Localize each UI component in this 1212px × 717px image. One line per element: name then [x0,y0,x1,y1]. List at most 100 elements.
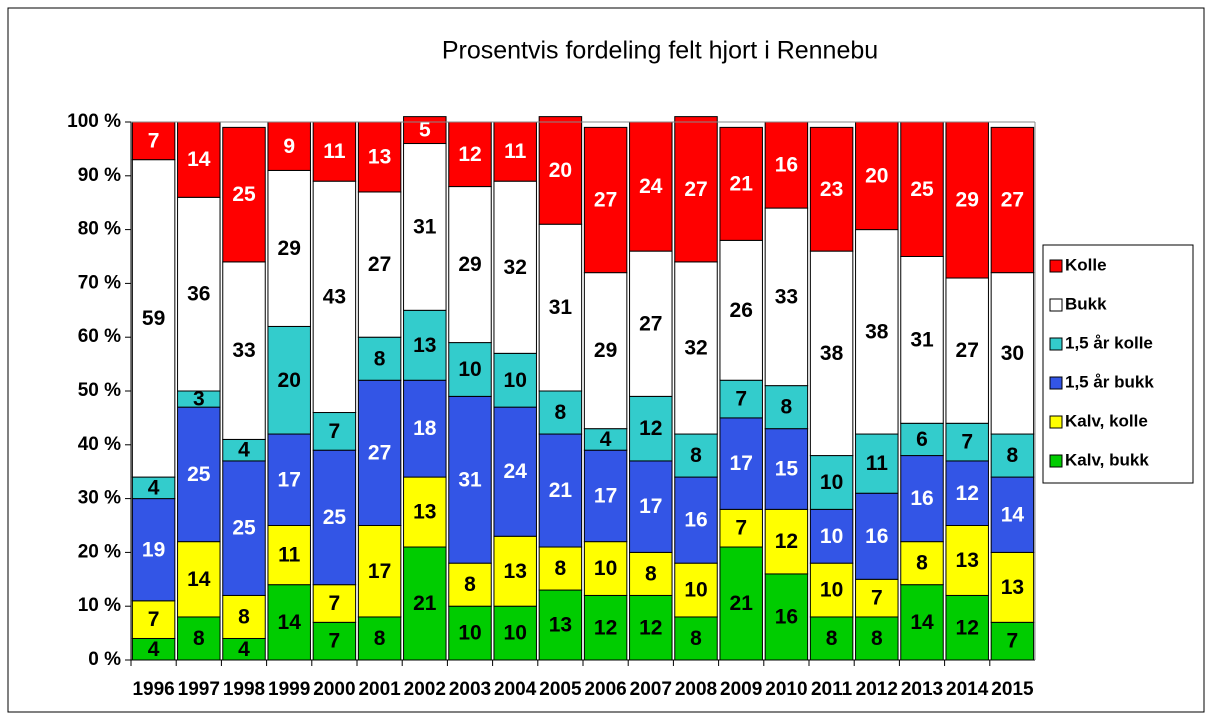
bar-segment [809,126,854,252]
data-label: 10 [684,579,707,602]
data-label: 4 [238,638,250,661]
bar-segment [493,352,537,408]
data-label: 4 [148,476,160,499]
data-label: 17 [639,495,662,518]
data-label: 14 [187,148,211,171]
data-label: 10 [594,557,617,580]
legend-label: Kalv, bukk [1065,450,1149,469]
data-label: 23 [820,178,843,201]
bar-segment [945,460,989,526]
y-tick-label: 100 % [67,111,121,132]
data-label: 20 [549,159,572,182]
data-label: 7 [329,592,341,615]
data-label: 6 [916,428,928,451]
bar-segment [177,196,221,392]
data-label: 59 [142,307,165,330]
bar-segment [222,460,266,596]
bar-segment [583,449,628,543]
bar-segment [267,525,311,586]
x-tick-label: 2006 [584,679,626,700]
x-tick-label: 2004 [494,679,537,700]
data-label: 13 [413,501,436,524]
data-label: 8 [193,627,205,650]
data-label: 10 [458,358,481,381]
bar-segment [674,261,718,435]
y-tick-label: 80 % [78,219,121,240]
bar-segment [900,422,944,457]
data-label: 7 [871,587,883,610]
data-label: 8 [916,552,928,575]
data-label: 7 [329,420,341,443]
x-tick-label: 2002 [404,679,446,700]
bar-segment [809,455,854,510]
legend-label: 1,5 år bukk [1065,372,1154,391]
bar-segment [357,336,402,381]
bar-segment [764,428,809,510]
data-label: 31 [910,328,934,351]
data-label: 29 [278,237,301,260]
data-label: 7 [148,129,160,152]
bar-segment [583,541,628,596]
data-label: 21 [413,592,437,615]
data-label: 27 [956,339,979,362]
bar-segment [900,256,944,424]
x-tick-label: 2003 [449,679,491,700]
bar-segment [403,476,447,548]
bar-segment [629,460,673,553]
bar-segment [583,272,628,430]
bar-segment [493,121,537,182]
legend-swatch [1049,454,1063,468]
bar-segment [629,121,673,252]
data-label: 10 [458,622,481,645]
data-label: 17 [594,484,617,507]
x-tick-label: 1998 [223,679,265,700]
y-tick-label: 10 % [78,595,121,616]
bar-segment [403,379,447,478]
bar-segment [448,186,492,344]
data-label: 7 [961,431,973,454]
bar-segment [945,422,989,462]
data-label: 4 [148,638,160,661]
data-label: 16 [775,154,798,177]
data-label: 11 [323,140,346,163]
data-label: 27 [368,441,391,464]
x-tick-label: 2011 [811,679,853,700]
data-label: 8 [1007,444,1019,467]
data-label: 8 [464,573,476,596]
data-label: 12 [639,417,662,440]
data-label: 29 [458,253,481,276]
data-label: 30 [1001,342,1024,365]
data-label: 11 [278,544,301,567]
data-label: 16 [775,606,798,629]
data-label: 14 [187,568,211,591]
data-label: 31 [413,215,437,238]
data-label: 24 [504,460,528,483]
legend-swatch [1049,415,1063,429]
bar-segment [764,573,809,661]
data-label: 13 [504,560,527,583]
legend-box [1042,244,1194,484]
data-label: 32 [684,337,707,360]
data-label: 38 [865,320,889,343]
bar-segment [448,562,492,607]
x-tick-label: 2009 [720,679,762,700]
data-label: 7 [735,388,747,411]
bar-segment [583,594,628,661]
x-tick-label: 1996 [132,679,174,700]
bar-segment [267,584,311,661]
bar-segment [809,562,854,618]
bar-segment [855,616,899,661]
y-tick-label: 90 % [78,165,121,186]
data-label: 13 [549,614,572,637]
bar-segment [357,121,402,193]
bar-segment [990,476,1035,553]
data-label: 10 [504,622,527,645]
data-label: 8 [871,627,883,650]
data-label: 21 [549,479,573,502]
bar-segment [448,605,492,661]
x-tick-label: 2014 [946,679,989,700]
bar-segment [674,476,718,564]
bar-segment [719,546,763,661]
y-tick-label: 30 % [78,488,121,509]
